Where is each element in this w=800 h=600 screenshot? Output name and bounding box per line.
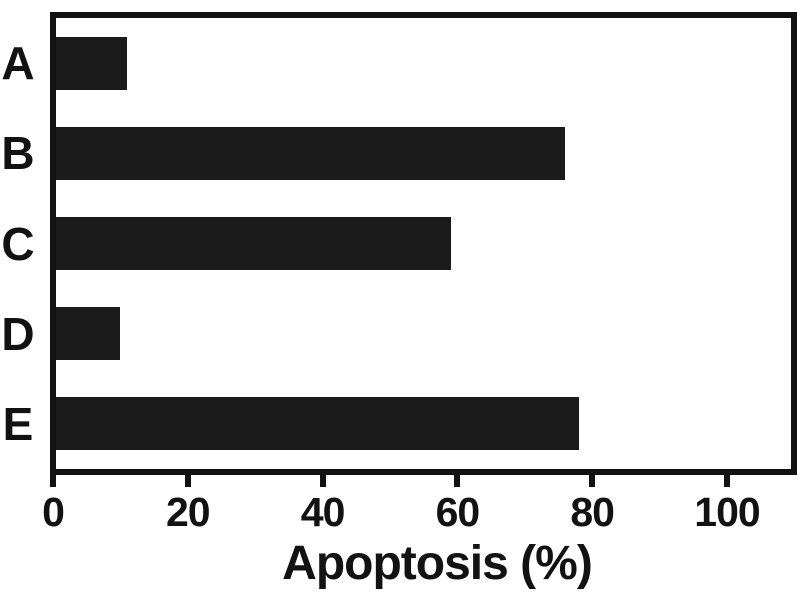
x-tick-100: [724, 474, 730, 487]
x-tick-label-40: 40: [300, 489, 346, 535]
x-tick-label-20: 20: [165, 489, 211, 535]
x-tick-label-0: 0: [42, 489, 65, 535]
x-tick-0: [50, 474, 56, 487]
x-tick-label-100: 100: [694, 489, 760, 535]
x-tick-label-80: 80: [570, 489, 615, 535]
bar-C: [56, 217, 451, 270]
category-label-C: C: [1, 217, 35, 270]
category-label-E: E: [2, 397, 34, 450]
plot-area: [50, 12, 797, 475]
x-axis-label: Apoptosis (%): [282, 537, 593, 590]
bar-D: [56, 307, 121, 361]
x-tick-label-60: 60: [435, 489, 481, 535]
category-label-D: D: [1, 307, 35, 360]
bar-B: [56, 126, 566, 180]
bar-E: [56, 397, 579, 451]
category-label-A: A: [1, 37, 35, 90]
x-tick-40: [319, 474, 326, 487]
category-label-B: B: [1, 127, 35, 180]
x-tick-80: [589, 474, 596, 487]
x-tick-60: [454, 474, 461, 487]
x-tick-20: [184, 474, 191, 487]
bar-A: [56, 36, 128, 90]
